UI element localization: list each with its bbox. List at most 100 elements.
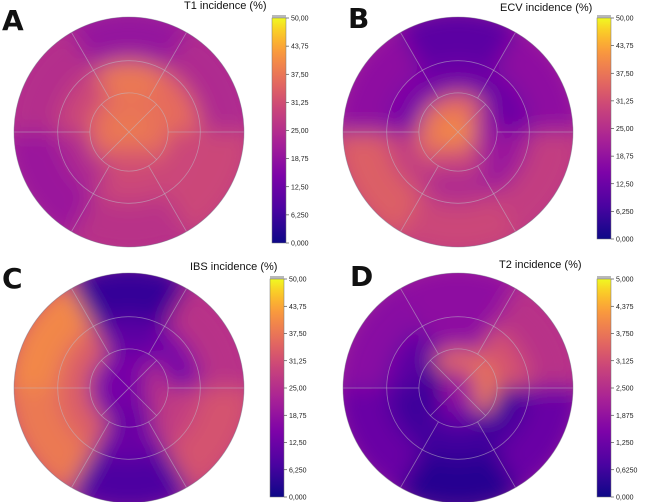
segment-ring1-5 xyxy=(14,130,94,241)
segment-ring1-1 xyxy=(394,273,522,327)
panel-label: D xyxy=(350,260,373,293)
segment-ring1-4 xyxy=(65,193,193,247)
colorbar-tick-label: 25,00 xyxy=(291,128,309,135)
segment-ring2-6 xyxy=(386,325,439,389)
colorbar-overflow-cap xyxy=(597,276,611,280)
colorbar-tick-label: 25,00 xyxy=(616,126,634,133)
segment-ring3-4 xyxy=(89,104,117,160)
colorbar-tick-label: 50,00 xyxy=(291,16,309,23)
colorbar-tick-label: 2,500 xyxy=(616,386,634,393)
panel-b: B ECV incidence (%) 0,000 6,250 12,50 18,75 25… xyxy=(342,2,634,248)
colorbar-title: T2 incidence (%) xyxy=(499,259,582,271)
colorbar-tick-label: 37,50 xyxy=(291,72,309,79)
segment-ring2-5 xyxy=(386,387,439,451)
colorbar-tick-label: 12,50 xyxy=(289,440,307,447)
segment-ring3-1 xyxy=(101,92,157,120)
colorbar-tick-label: 1,875 xyxy=(616,413,634,420)
colorbar-tick-label: 37,50 xyxy=(289,331,307,338)
segment-ring2-3 xyxy=(148,387,201,451)
segment-ring3-4 xyxy=(89,360,117,416)
segment-ring1-6 xyxy=(343,279,423,390)
segment-ring1-1 xyxy=(394,17,522,71)
segment-ring1-2 xyxy=(493,23,573,134)
colorbar-tick-label: 31,25 xyxy=(291,100,309,107)
bullseye-map xyxy=(343,273,573,502)
segment-ring2-4 xyxy=(92,421,166,460)
segment-ring2-3 xyxy=(477,131,530,195)
colorbar xyxy=(596,17,612,240)
colorbar-tick-label: 0,000 xyxy=(616,237,634,244)
segment-ring1-6 xyxy=(343,23,423,134)
segment-ring1-2 xyxy=(164,279,244,390)
colorbar-tick-label: 0,000 xyxy=(291,241,309,248)
segment-ring1-2 xyxy=(493,279,573,390)
colorbar-tick-label: 5,000 xyxy=(616,277,634,284)
segment-outlines xyxy=(343,288,573,488)
segment-ring1-4 xyxy=(65,449,193,502)
panel-a: A T1 incidence (%) 0,000 6,250 12,50 18,75 25,… xyxy=(2,0,309,248)
panel-c: C IBS incidence (%) 0,000 6,250 12,50 18,75 25… xyxy=(2,261,307,502)
segment-ring2-4 xyxy=(421,165,495,204)
panel-d: D T2 incidence (%) 0,000 0,6250 1,250 1,875 2,… xyxy=(342,259,638,502)
colorbar xyxy=(269,278,285,498)
segment-ring2-6 xyxy=(386,69,439,133)
segment-ring2-3 xyxy=(148,131,201,195)
segment-ring1-6 xyxy=(14,23,94,134)
colorbar-title: T1 incidence (%) xyxy=(184,0,267,12)
segment-ring1-6 xyxy=(14,279,94,390)
segment-ring1-4 xyxy=(394,449,522,502)
segment-ring2-2 xyxy=(477,69,530,133)
segment-ring1-1 xyxy=(65,17,193,71)
colorbar-tick-label: 12,50 xyxy=(616,181,634,188)
colorbar-tick-label: 50,00 xyxy=(616,16,634,23)
segment-ring1-2 xyxy=(164,23,244,134)
segment-ring3-2 xyxy=(141,360,169,416)
segment-ring1-3 xyxy=(164,130,244,241)
segment-ring3-2 xyxy=(470,360,498,416)
segment-ring3-1 xyxy=(430,348,486,376)
colorbar-tick-label: 43,75 xyxy=(291,44,309,51)
segment-ring3-3 xyxy=(101,144,157,172)
colorbar-tick-label: 31,25 xyxy=(616,98,634,105)
segment-ring1-3 xyxy=(493,386,573,497)
colorbar-tick-label: 18,75 xyxy=(616,154,634,161)
colorbar-tick-label: 1,250 xyxy=(616,440,634,447)
colorbar-tick-label: 43,75 xyxy=(289,304,307,311)
segment-ring2-5 xyxy=(386,131,439,195)
colorbar-tick-label: 6,250 xyxy=(616,209,634,216)
colorbar-tick-label: 4,375 xyxy=(616,304,634,311)
colorbar-tick-label: 0,000 xyxy=(616,495,634,502)
segment-ring1-5 xyxy=(14,386,94,497)
segment-ring2-5 xyxy=(57,387,110,451)
colorbar-tick-label: 18,75 xyxy=(289,413,307,420)
colorbar-tick-label: 6,250 xyxy=(289,467,307,474)
colorbar-overflow-cap xyxy=(272,15,286,19)
colorbar-tick-label: 3,750 xyxy=(616,331,634,338)
colorbar-tick-label: 18,75 xyxy=(291,156,309,163)
segment-ring3-3 xyxy=(430,400,486,428)
segment-ring2-4 xyxy=(92,165,166,204)
segment-ring3-1 xyxy=(430,92,486,120)
colorbar-tick-label: 37,50 xyxy=(616,71,634,78)
segment-ring1-5 xyxy=(343,130,423,241)
panel-label: C xyxy=(2,262,23,295)
colorbar-title: ECV incidence (%) xyxy=(500,2,592,14)
segment-ring2-1 xyxy=(421,60,495,99)
colorbar-title: IBS incidence (%) xyxy=(190,261,277,273)
colorbar-tick-label: 0,000 xyxy=(289,495,307,502)
segment-ring2-1 xyxy=(421,316,495,355)
segment-ring2-6 xyxy=(57,69,110,133)
bullseye-map xyxy=(14,17,244,247)
segment-ring3-3 xyxy=(101,400,157,428)
segment-outlines xyxy=(14,288,244,488)
colorbar-overflow-cap xyxy=(270,276,284,280)
colorbar-tick-label: 43,75 xyxy=(616,43,634,50)
panel-label: A xyxy=(2,4,24,37)
colorbar-tick-label: 25,00 xyxy=(289,386,307,393)
segment-ring2-5 xyxy=(57,131,110,195)
segment-ring3-2 xyxy=(470,104,498,160)
segment-ring3-4 xyxy=(418,360,446,416)
colorbar-tick-label: 31,25 xyxy=(289,358,307,365)
segment-ring1-3 xyxy=(493,130,573,241)
